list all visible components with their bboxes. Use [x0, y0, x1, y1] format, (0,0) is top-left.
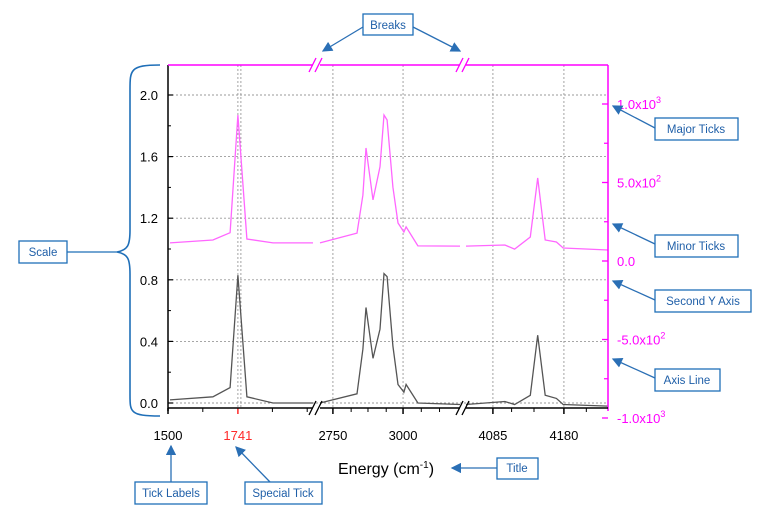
left-axis-curve: [465, 335, 609, 407]
svg-text:Tick Labels: Tick Labels: [142, 488, 200, 500]
axis-break-mark: [314, 57, 323, 73]
y-right-tick-label: 0.0: [617, 254, 635, 269]
axis-break-mark: [461, 57, 470, 73]
x-tick-label: 2750: [318, 428, 347, 443]
x-tick-label: 3000: [389, 428, 418, 443]
y-right-tick-label: 1.0x103: [617, 95, 661, 112]
curves: [169, 112, 609, 407]
axis-break-mark: [308, 400, 317, 416]
left-axis-curve: [169, 275, 313, 404]
svg-text:Special Tick: Special Tick: [252, 488, 314, 500]
axis-break-mark: [455, 57, 464, 73]
y-left-tick-label: 1.6: [140, 150, 158, 165]
axis-break-mark: [314, 400, 323, 416]
annotation-breaks: Breaks: [321, 13, 462, 52]
left-axis-curve: [319, 272, 461, 406]
y-left-tick-label: 1.2: [140, 211, 158, 226]
x-axis-title: Energy (cm-1): [338, 460, 434, 478]
annotation-special-tick: Special Tick: [235, 446, 323, 505]
svg-text:Axis Line: Axis Line: [664, 375, 711, 387]
y-left-tick-label: 0.0: [140, 396, 158, 411]
y-left-tick-label: 0.4: [140, 334, 158, 349]
special-tick-label: 1741: [223, 428, 252, 443]
right-axis-curve: [319, 112, 461, 247]
axis-break-mark: [308, 57, 317, 73]
tick-labels: 0.0 0.4 0.8 1.2 1.6 2.0 1500 1741 2750 3000 4085 41…: [140, 88, 665, 443]
right-axis-curve: [169, 114, 313, 244]
grid-lines: [167, 65, 608, 408]
axis-break-mark: [455, 400, 464, 416]
svg-text:Minor Ticks: Minor Ticks: [667, 241, 725, 253]
right-axis-curve: [465, 177, 609, 251]
annotation-tick-labels: Tick Labels: [134, 444, 208, 505]
y-right-tick-label: -5.0x102: [617, 331, 665, 348]
y-right-tick-label: -1.0x103: [617, 409, 665, 426]
annotation-title: Title: [450, 457, 539, 480]
tick-exponent: 3: [656, 95, 661, 105]
y-left-tick-label: 0.8: [140, 273, 158, 288]
svg-text:Major Ticks: Major Ticks: [667, 124, 725, 136]
annotation-minor-ticks: Minor Ticks: [611, 223, 739, 258]
x-tick-label: 4085: [478, 428, 507, 443]
axis-break-mark: [461, 400, 470, 416]
annotation-axis-line: Axis Line: [611, 358, 721, 392]
svg-text:Breaks: Breaks: [370, 20, 406, 32]
x-tick-label: 1500: [154, 428, 183, 443]
tick-exponent: 2: [660, 331, 665, 341]
tick-exponent: 2: [656, 174, 661, 184]
annotation-second-y-axis: Second Y Axis: [611, 280, 752, 313]
tick-exponent: 3: [660, 409, 665, 419]
svg-text:Second Y Axis: Second Y Axis: [666, 296, 740, 308]
scale-brace: [116, 64, 161, 417]
x-tick-label: 4180: [549, 428, 578, 443]
annotation-major-ticks: Major Ticks: [611, 105, 739, 141]
svg-text:Scale: Scale: [29, 247, 58, 259]
y-left-tick-label: 2.0: [140, 88, 158, 103]
y-right-tick-label: 5.0x102: [617, 174, 661, 191]
svg-text:Title: Title: [506, 463, 527, 475]
axes: [167, 57, 609, 419]
annotation-scale: Scale: [18, 240, 117, 264]
